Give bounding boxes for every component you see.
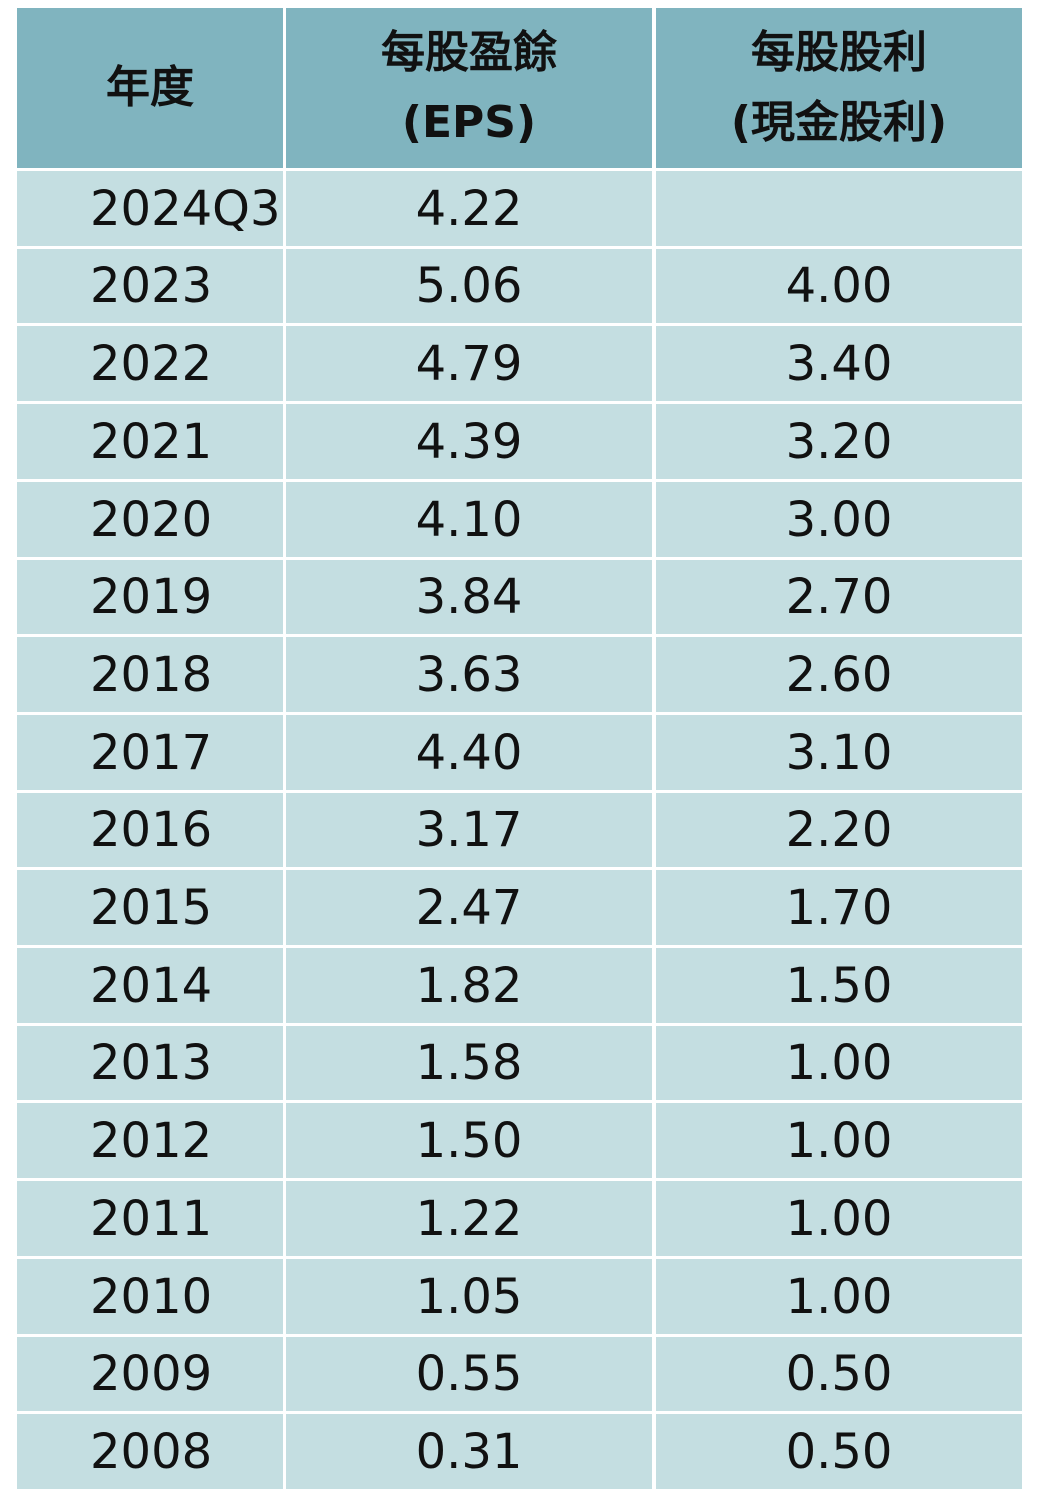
table-cell: 0.55 [286, 1337, 652, 1411]
table-cell: 1.00 [656, 1181, 1022, 1256]
table-cell: 4.10 [286, 482, 652, 557]
table-cell: 0.50 [656, 1414, 1022, 1489]
table-cell: 3.40 [656, 326, 1022, 401]
table-cell: 5.06 [286, 249, 652, 323]
table-cell: 2023 [17, 249, 283, 323]
table-cell [656, 171, 1022, 246]
table-cell: 2021 [17, 404, 283, 479]
table-cell: 2019 [17, 560, 283, 634]
table-cell: 1.00 [656, 1103, 1022, 1178]
header-text: 年度 [106, 62, 194, 113]
header-text: 每股盈餘 [381, 27, 557, 78]
table-cell: 2012 [17, 1103, 283, 1178]
table-cell: 3.10 [656, 715, 1022, 790]
table-cell: 2014 [17, 948, 283, 1023]
table-cell: 2016 [17, 793, 283, 867]
table-cell: 2022 [17, 326, 283, 401]
table-cell: 2.70 [656, 560, 1022, 634]
table-cell: 4.79 [286, 326, 652, 401]
table-cell: 4.39 [286, 404, 652, 479]
table-cell: 2.60 [656, 637, 1022, 712]
header-cell: 每股盈餘 (EPS) [286, 8, 652, 168]
table-cell: 1.00 [656, 1259, 1022, 1334]
table-cell: 0.31 [286, 1414, 652, 1489]
header-text: (EPS) [401, 97, 537, 148]
table-cell: 1.58 [286, 1026, 652, 1100]
table-cell: 2017 [17, 715, 283, 790]
table-cell: 4.40 [286, 715, 652, 790]
table-cell: 3.00 [656, 482, 1022, 557]
table-cell: 3.63 [286, 637, 652, 712]
table-cell: 1.50 [286, 1103, 652, 1178]
table-cell: 3.84 [286, 560, 652, 634]
table-cell: 1.22 [286, 1181, 652, 1256]
header-text: 每股股利 [751, 27, 927, 78]
table-cell: 2013 [17, 1026, 283, 1100]
table-cell: 2020 [17, 482, 283, 557]
table-cell: 2018 [17, 637, 283, 712]
table-cell: 2015 [17, 870, 283, 945]
table-cell: 1.00 [656, 1026, 1022, 1100]
table-cell: 2009 [17, 1337, 283, 1411]
header-cell: 年度 [17, 8, 283, 168]
table-cell: 1.50 [656, 948, 1022, 1023]
table-cell: 2.47 [286, 870, 652, 945]
table-cell: 2024Q3 [17, 171, 283, 246]
table-cell: 1.05 [286, 1259, 652, 1334]
table-cell: 2.20 [656, 793, 1022, 867]
table-cell: 3.20 [656, 404, 1022, 479]
header-cell: 每股股利 (現金股利) [656, 8, 1022, 168]
table-cell: 4.22 [286, 171, 652, 246]
table-cell: 2008 [17, 1414, 283, 1489]
table-cell: 1.82 [286, 948, 652, 1023]
header-text: (現金股利) [730, 97, 948, 148]
table-cell: 1.70 [656, 870, 1022, 945]
table-cell: 2010 [17, 1259, 283, 1334]
table-cell: 4.00 [656, 249, 1022, 323]
table-cell: 2011 [17, 1181, 283, 1256]
table-cell: 0.50 [656, 1337, 1022, 1411]
table-cell: 3.17 [286, 793, 652, 867]
